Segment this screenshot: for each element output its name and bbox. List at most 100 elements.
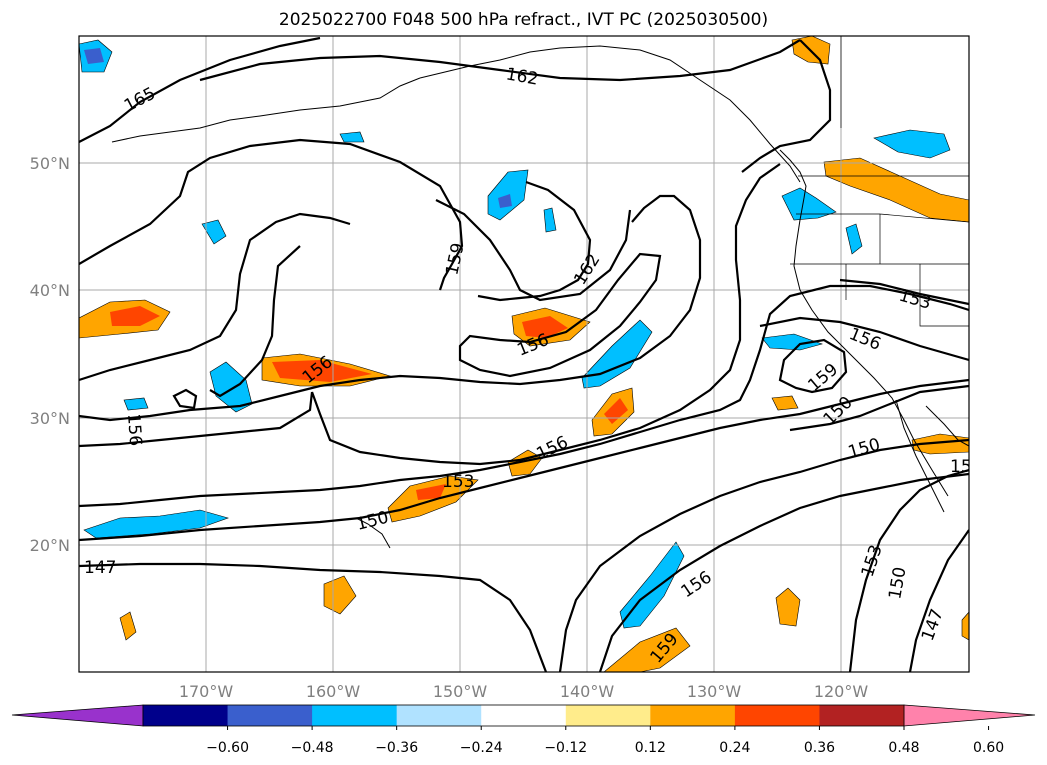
lon-label: 150°W bbox=[433, 682, 488, 701]
lon-label: 130°W bbox=[687, 682, 742, 701]
colorbar-ticks: −0.60 −0.48 −0.36 −0.24 −0.12 0.12 0.24 0.36 0.4… bbox=[206, 726, 1004, 756]
colorbar-tick-label: 0.24 bbox=[719, 740, 750, 756]
shade-negative bbox=[123, 397, 149, 411]
coastline-aleutians bbox=[111, 77, 421, 143]
shade-positive bbox=[911, 433, 969, 455]
shade-positive bbox=[272, 360, 372, 382]
shade-positive bbox=[771, 395, 799, 411]
lon-label: 140°W bbox=[560, 682, 615, 701]
colorbar-tick-label: −0.36 bbox=[375, 740, 418, 756]
colorbar-cell bbox=[396, 705, 482, 726]
latitude-labels: 50°N 40°N 30°N 20°N bbox=[30, 154, 70, 555]
colorbar-tick-label: −0.60 bbox=[206, 740, 249, 756]
coastline-baja bbox=[895, 399, 945, 513]
coastline-mexico bbox=[925, 405, 969, 447]
colorbar-cell bbox=[565, 705, 651, 726]
contour-162-loop bbox=[477, 180, 592, 302]
contour-label: 153 bbox=[858, 543, 887, 580]
plot-area: 165 162 159 162 156 156 156 153 150 156 … bbox=[79, 36, 972, 672]
colorbar-extend-high bbox=[903, 704, 1036, 727]
colorbar-tick-label: 0.12 bbox=[635, 740, 666, 756]
colorbar-tick-label: 0.60 bbox=[973, 740, 1004, 756]
contour-156-inner bbox=[458, 252, 662, 378]
contour-150-south bbox=[848, 468, 969, 672]
colorbar-cells bbox=[143, 705, 905, 726]
shade-negative bbox=[201, 219, 227, 245]
colorbar-cell bbox=[819, 705, 905, 726]
contour-label: 156 bbox=[123, 413, 145, 447]
contour-153 bbox=[79, 284, 969, 508]
shade-positive bbox=[961, 611, 969, 641]
contour-label: 15 bbox=[950, 457, 972, 477]
shade-positive bbox=[522, 316, 568, 338]
shade-positive bbox=[775, 587, 801, 627]
shade-negative bbox=[873, 129, 951, 159]
map-title: 2025022700 F048 500 hPa refract., IVT PC… bbox=[278, 10, 769, 30]
colorbar-tick-label: −0.12 bbox=[544, 740, 587, 756]
shade-negative bbox=[84, 48, 104, 64]
colorbar-cell bbox=[143, 705, 229, 726]
boundary-state-lines bbox=[790, 213, 969, 327]
contours bbox=[79, 36, 969, 672]
shade-positive bbox=[603, 627, 691, 672]
contour-159-loop bbox=[435, 199, 632, 302]
contour-label: 150 bbox=[846, 435, 883, 463]
colorbar-tick-label: −0.48 bbox=[291, 740, 334, 756]
contour-label: 156 bbox=[846, 324, 884, 355]
colorbar-cell bbox=[734, 705, 820, 726]
coastline-bc bbox=[779, 149, 807, 199]
colorbar-frame bbox=[142, 704, 905, 727]
contour-147-south bbox=[908, 529, 969, 672]
shade-negative bbox=[339, 131, 365, 143]
lat-label: 50°N bbox=[30, 154, 70, 173]
contour-159-cal bbox=[778, 338, 848, 394]
colorbar-tick-label: 0.36 bbox=[804, 740, 835, 756]
contour-label: 153 bbox=[442, 472, 474, 492]
coastline-hawaii bbox=[355, 517, 391, 549]
shade-positive bbox=[323, 575, 357, 615]
contour-label: 147 bbox=[918, 606, 948, 643]
contour-156-band bbox=[79, 194, 702, 422]
colorbar-cell bbox=[227, 705, 313, 726]
coastline-alaska bbox=[419, 45, 801, 183]
lon-label: 160°W bbox=[306, 682, 361, 701]
contour-156-south bbox=[558, 438, 969, 672]
lon-label: 120°W bbox=[814, 682, 869, 701]
shade-negative bbox=[543, 207, 557, 233]
political-boundaries bbox=[790, 36, 969, 327]
contour-150-cal bbox=[789, 384, 969, 432]
lat-label: 40°N bbox=[30, 281, 70, 300]
contour-label: 156 bbox=[533, 432, 571, 464]
contour-label: 162 bbox=[504, 64, 539, 89]
contour-156-cal bbox=[759, 316, 969, 362]
shading-layer bbox=[79, 36, 969, 672]
contour-147 bbox=[79, 562, 548, 672]
coastline-us-west bbox=[793, 197, 949, 497]
contour-150 bbox=[79, 378, 969, 542]
contour-156-lower bbox=[79, 163, 781, 466]
shade-positive bbox=[823, 157, 969, 223]
shade-negative bbox=[781, 187, 837, 221]
colorbar-extend-low bbox=[11, 704, 144, 727]
shade-positive bbox=[416, 484, 446, 500]
contour-159-outer bbox=[79, 138, 464, 291]
shade-positive bbox=[119, 611, 137, 641]
contour-153-east bbox=[839, 278, 969, 306]
colorbar: −0.60 −0.48 −0.36 −0.24 −0.12 0.12 0.24 0.36 0.4… bbox=[11, 704, 1036, 756]
shade-negative bbox=[581, 319, 653, 389]
colorbar-cell bbox=[312, 705, 398, 726]
shade-negative bbox=[761, 333, 823, 351]
colorbar-cell bbox=[481, 705, 567, 726]
colorbar-tick-label: 0.48 bbox=[888, 740, 919, 756]
contour-153-south bbox=[598, 472, 969, 672]
contour-label: 150 bbox=[354, 508, 390, 535]
contour-label: 159 bbox=[442, 241, 468, 277]
shade-negative bbox=[845, 223, 863, 255]
contour-label: 147 bbox=[84, 558, 116, 578]
contour-label: 156 bbox=[678, 567, 716, 602]
lon-label: 170°W bbox=[179, 682, 234, 701]
longitude-labels: 170°W 160°W 150°W 140°W 130°W 120°W bbox=[179, 682, 869, 701]
lat-label: 30°N bbox=[30, 409, 70, 428]
contour-label: 162 bbox=[570, 251, 604, 289]
